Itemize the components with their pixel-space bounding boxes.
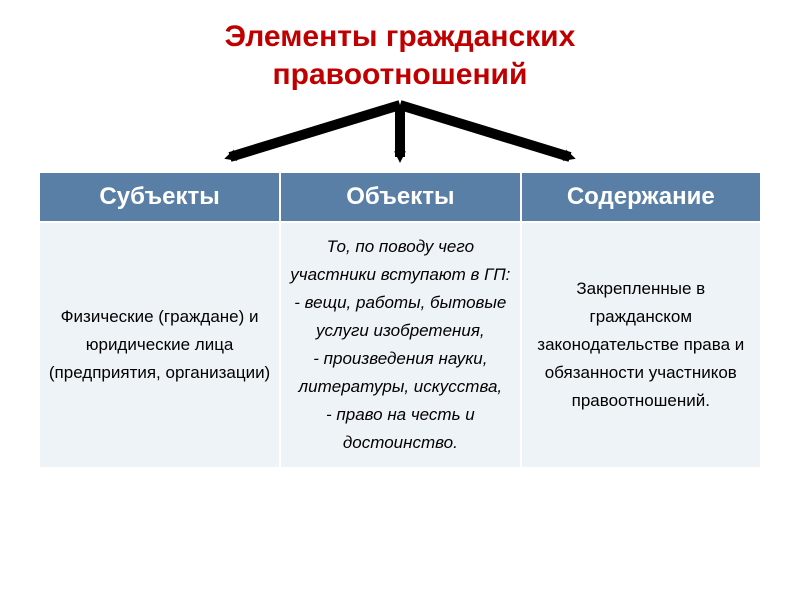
objects-item-3: - право на честь и достоинство. <box>326 405 475 452</box>
header-subjects: Субъекты <box>39 172 280 222</box>
slide: Элементы гражданских правоотношений Субъ… <box>0 0 800 600</box>
arrow-right-icon <box>400 105 570 157</box>
title-line-1: Элементы гражданских <box>225 20 576 53</box>
objects-item-1: - вещи, работы, бытовые услуги изобретен… <box>294 293 506 340</box>
title-line-2: правоотношений <box>273 58 528 91</box>
branch-arrows <box>140 99 660 169</box>
arrow-left-icon <box>230 105 400 157</box>
cell-objects: То, по поводу чего участники вступают в … <box>280 222 520 468</box>
cell-subjects: Физические (граждане) и юридические лица… <box>39 222 280 468</box>
elements-table: Субъекты Объекты Содержание Физические (… <box>38 171 762 469</box>
objects-item-2: - произведения науки, литературы, искусс… <box>299 349 503 396</box>
header-objects: Объекты <box>280 172 520 222</box>
table-row: Физические (граждане) и юридические лица… <box>39 222 761 468</box>
header-content: Содержание <box>521 172 761 222</box>
slide-title: Элементы гражданских правоотношений <box>38 18 762 93</box>
cell-content: Закрепленные в гражданском законодательс… <box>521 222 761 468</box>
objects-intro: То, по поводу чего участники вступают в … <box>290 237 510 284</box>
table-header-row: Субъекты Объекты Содержание <box>39 172 761 222</box>
